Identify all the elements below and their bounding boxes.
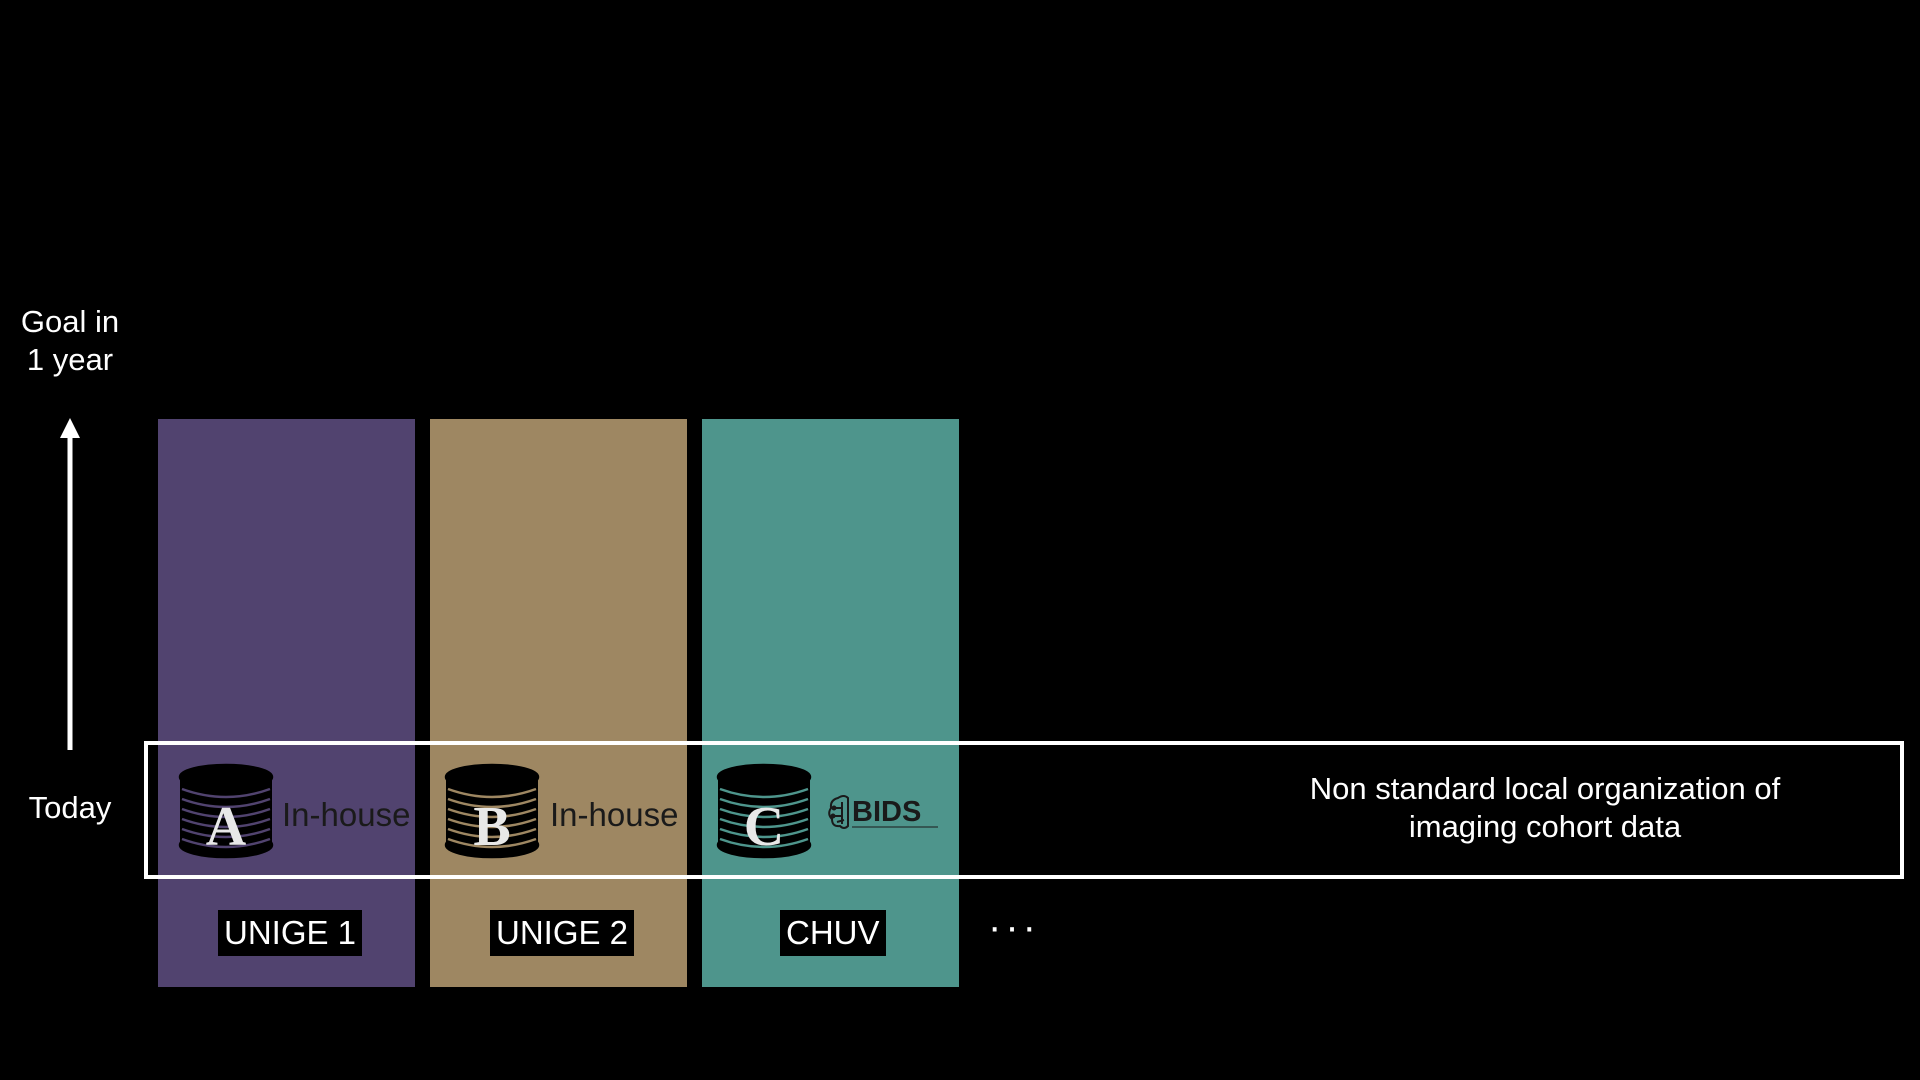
today-label: Today	[28, 790, 112, 825]
column-unige-2	[430, 419, 687, 987]
today-box-line2: imaging cohort data	[1408, 809, 1682, 844]
database-letter-b: B	[473, 796, 510, 858]
site-label-unige-2: UNIGE 2	[490, 910, 635, 956]
bids-logo-text: BIDS	[852, 796, 921, 828]
goal-label: Goal in 1 year	[0, 303, 140, 379]
more-sites-ellipsis: ···	[988, 905, 1040, 949]
column-unige-1	[158, 419, 415, 987]
bids-brain-logo-icon: BIDS	[828, 795, 938, 829]
goal-label-line1: Goal in	[20, 304, 120, 339]
today-box-line1: Non standard local organization of	[1309, 771, 1781, 806]
format-label-a: In-house	[282, 796, 411, 833]
site-label-unige-1: UNIGE 1	[218, 910, 363, 956]
today-box-description: Non standard local organization of imagi…	[1230, 770, 1860, 846]
database-letter-a: A	[206, 796, 247, 858]
database-letter-c: C	[744, 796, 784, 858]
column-chuv	[702, 419, 959, 987]
database-icon-c: C	[716, 763, 812, 859]
database-icon-b: B	[444, 763, 540, 859]
goal-label-line2: 1 year	[26, 342, 114, 377]
up-arrow-icon	[60, 418, 80, 750]
database-icon-a: A	[178, 763, 274, 859]
site-label-chuv: CHUV	[780, 910, 886, 956]
today-highlight-box	[144, 741, 1904, 879]
format-label-b: In-house	[550, 796, 679, 833]
